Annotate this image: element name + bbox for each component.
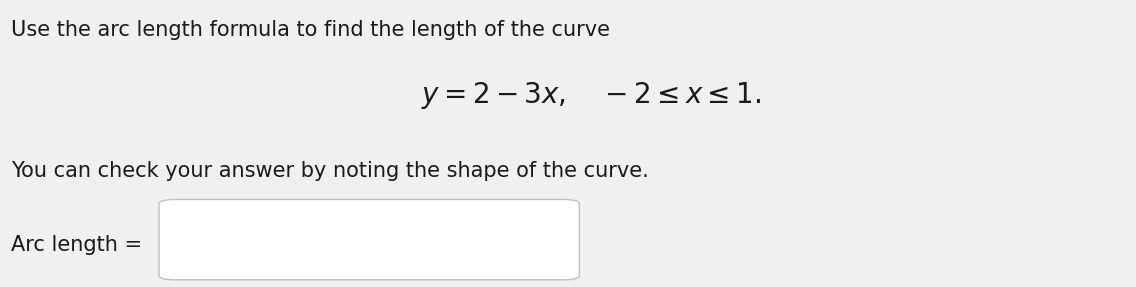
- Text: $y = 2 - 3x, \quad -2 \leq x \leq 1.$: $y = 2 - 3x, \quad -2 \leq x \leq 1.$: [420, 80, 761, 111]
- FancyBboxPatch shape: [159, 199, 579, 280]
- Text: Arc length =: Arc length =: [11, 235, 149, 255]
- Text: You can check your answer by noting the shape of the curve.: You can check your answer by noting the …: [11, 161, 649, 181]
- Text: Use the arc length formula to find the length of the curve: Use the arc length formula to find the l…: [11, 20, 610, 40]
